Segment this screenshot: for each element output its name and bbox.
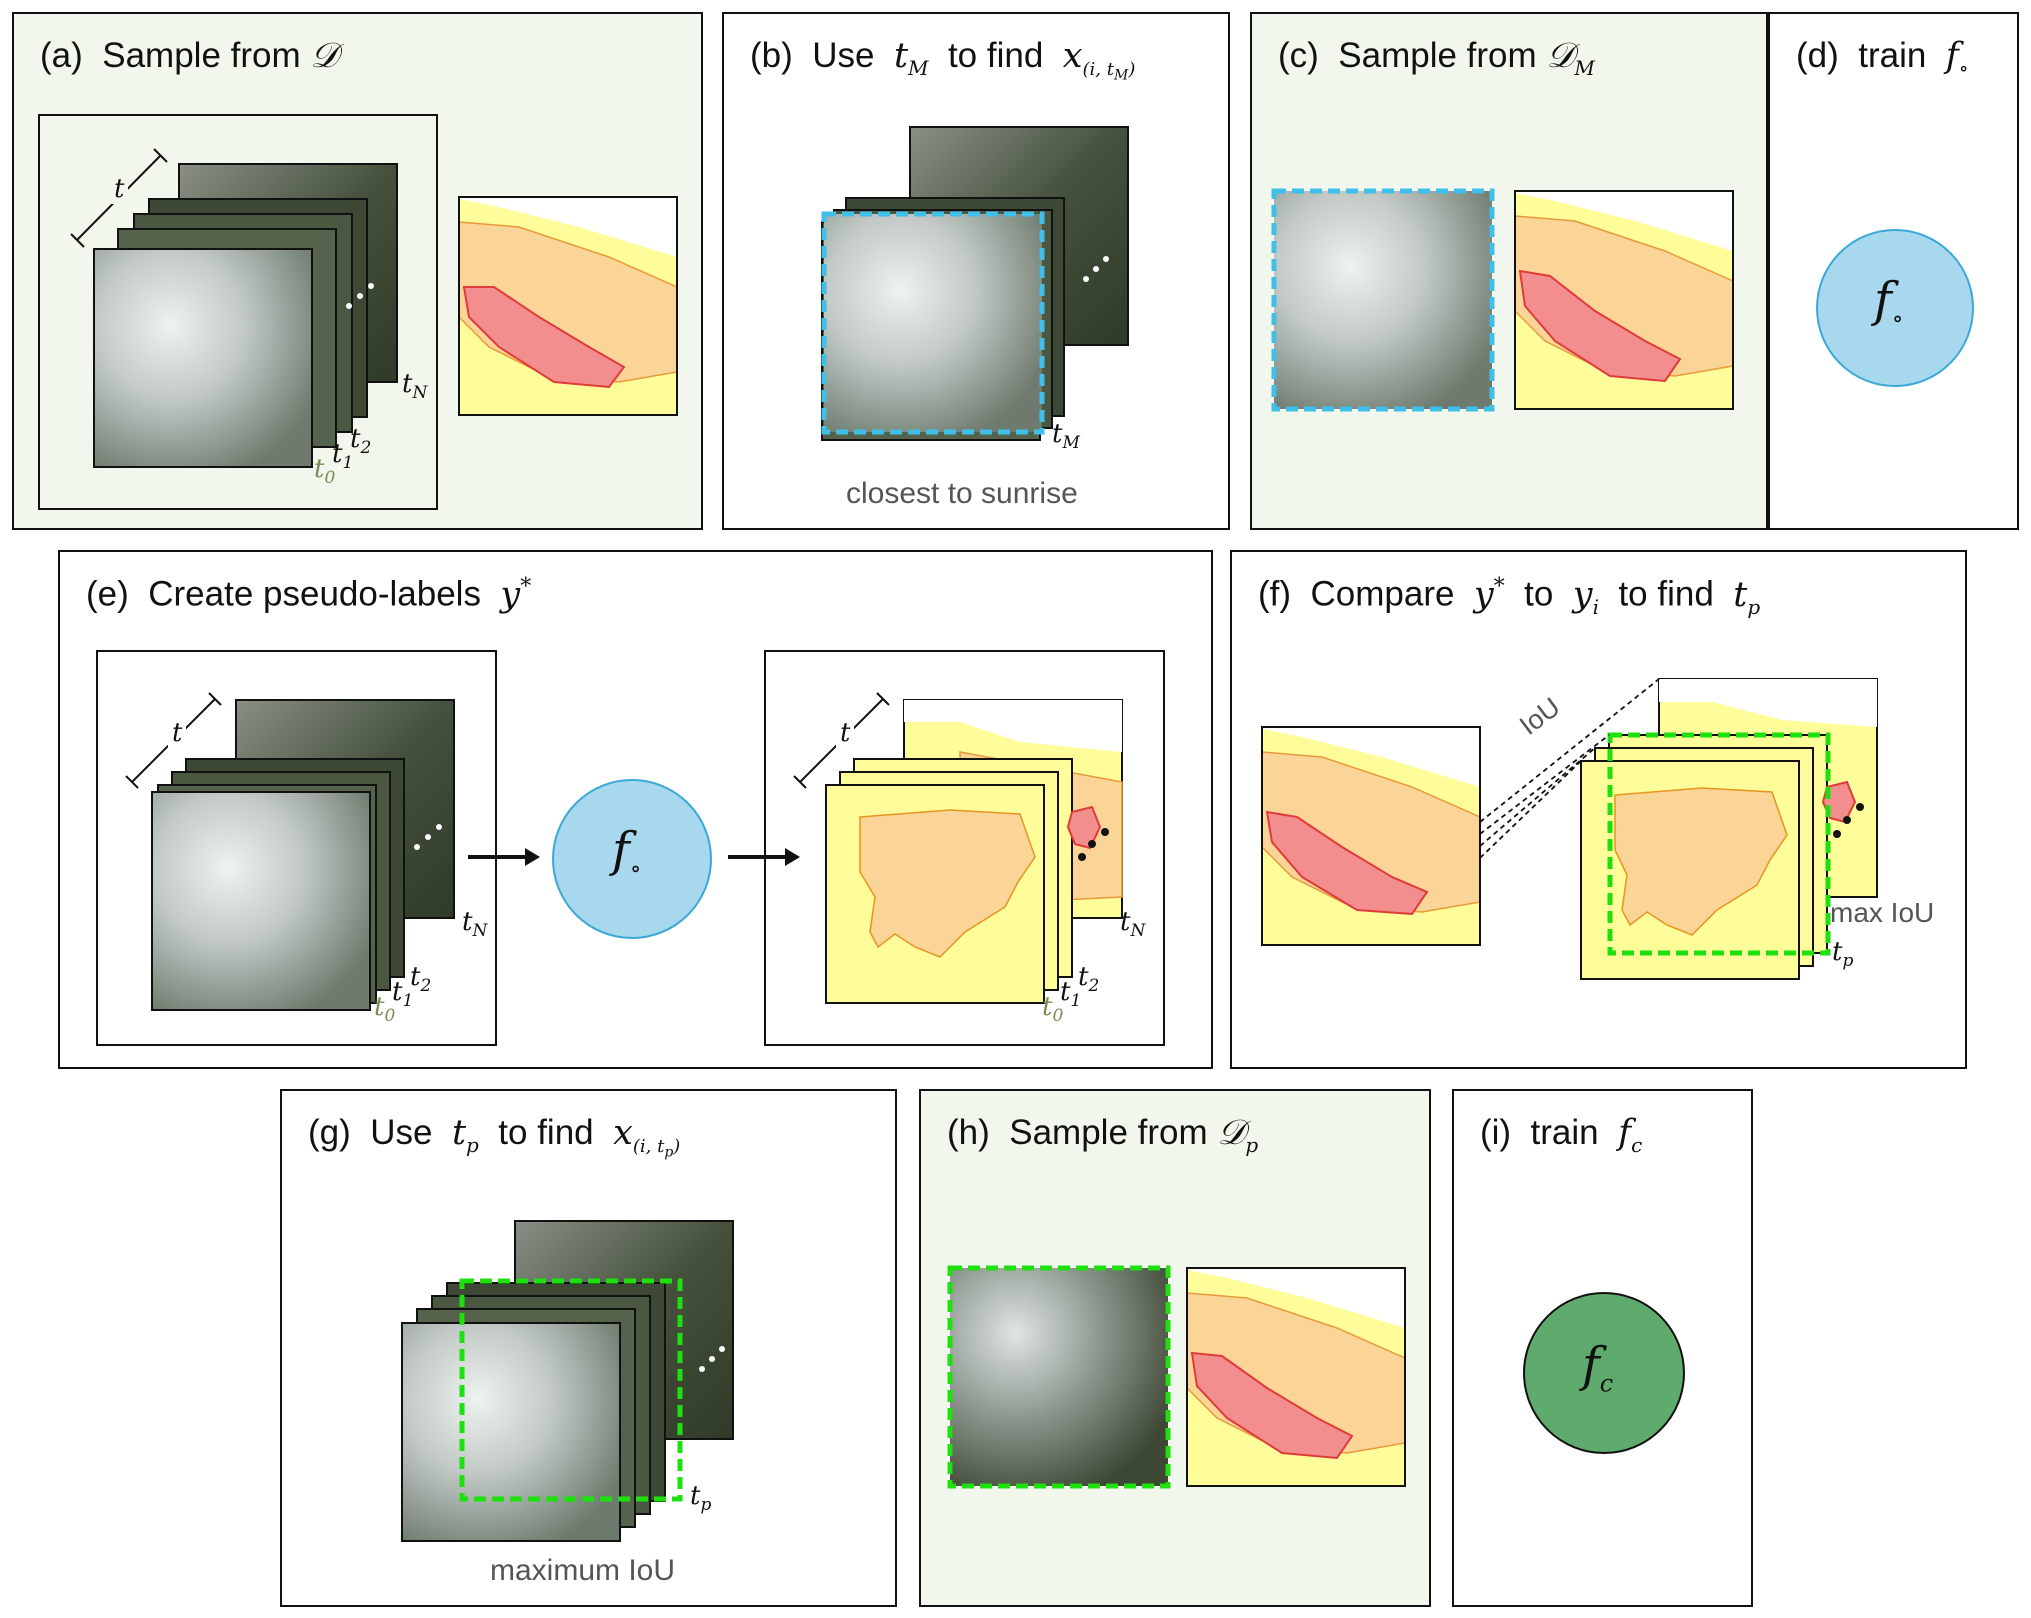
panel-i: (i) train fc fc bbox=[1452, 1089, 1753, 1607]
model-circle-f-c bbox=[1523, 1292, 1685, 1454]
max-iou-label: max IoU bbox=[1830, 897, 1935, 928]
image-stack-box bbox=[38, 114, 438, 510]
panel-g-title: (g) Use tp to find x(i, tp) bbox=[308, 1113, 681, 1161]
t1-label: t1 bbox=[392, 977, 414, 1012]
t-label: t bbox=[168, 718, 187, 748]
image-stack bbox=[70, 148, 398, 468]
t1-label: t1 bbox=[332, 439, 354, 474]
panel-c-title: (c) Sample from 𝒟M bbox=[1278, 36, 1595, 80]
caption: closest to sunrise bbox=[846, 477, 1078, 510]
circle-label: f∘ bbox=[1874, 272, 1904, 333]
t-label: t bbox=[110, 174, 129, 204]
tp-label: tp bbox=[1832, 937, 1854, 972]
circle-label: f∘ bbox=[612, 822, 642, 883]
caption: maximum IoU bbox=[490, 1554, 676, 1587]
panel-g: (g) Use tp to find x(i, tp) tp maximum I… bbox=[280, 1089, 897, 1607]
model-circle-f-o bbox=[1816, 229, 1974, 387]
sample-image bbox=[1271, 188, 1495, 412]
sample-image bbox=[947, 1265, 1171, 1489]
title-text: Sample from bbox=[102, 36, 301, 75]
t2-label: t2 bbox=[410, 962, 432, 997]
t-label-2: t bbox=[836, 718, 855, 748]
panel-c: (c) Sample from 𝒟M bbox=[1250, 12, 1768, 530]
dataset-symbol: 𝒟 bbox=[310, 36, 339, 76]
pseudo-label-stack-box bbox=[764, 650, 1165, 1046]
t0-label-2: t0 bbox=[1042, 992, 1064, 1027]
panel-i-title: (i) train fc bbox=[1480, 1113, 1643, 1157]
t0-label: t0 bbox=[374, 992, 396, 1027]
panel-f: (f) Compare y* to yi to find tp IoU max … bbox=[1230, 550, 1967, 1069]
t2-label: t2 bbox=[350, 424, 372, 459]
pseudo-label-stack bbox=[793, 692, 1123, 1004]
panel-a-title: (a) Sample from 𝒟 bbox=[40, 36, 338, 76]
tp-label: tp bbox=[690, 1481, 712, 1516]
tN-label-2: tN bbox=[1120, 907, 1146, 942]
tN-label: tN bbox=[402, 369, 428, 404]
label-mask bbox=[1514, 190, 1734, 410]
image-stack bbox=[821, 126, 1129, 441]
circle-label: fc bbox=[1582, 1337, 1614, 1398]
tN-label: tN bbox=[462, 907, 488, 942]
label-mask bbox=[458, 196, 678, 416]
panel-e-title: (e) Create pseudo-labels y* bbox=[86, 574, 532, 615]
t0-label: t0 bbox=[314, 454, 336, 489]
panel-h: (h) Sample from 𝒟p bbox=[919, 1089, 1431, 1607]
panel-a: (a) Sample from 𝒟 t t0 t1 t2 tN bbox=[12, 12, 703, 530]
panel-f-title: (f) Compare y* to yi to find tp bbox=[1258, 574, 1761, 619]
input-stack-box bbox=[96, 650, 497, 1046]
label-mask bbox=[1186, 1267, 1406, 1487]
panel-letter: (a) bbox=[40, 36, 83, 75]
panel-h-title: (h) Sample from 𝒟p bbox=[947, 1113, 1259, 1157]
panel-d-title: (d) train f∘ bbox=[1796, 36, 1969, 80]
image-stack bbox=[401, 1220, 734, 1542]
panel-b-title: (b) Use tM to find x(i, tM) bbox=[750, 36, 1136, 84]
panel-e: (e) Create pseudo-labels y* t t0 t1 t2 t… bbox=[58, 550, 1213, 1069]
tM-label: tM bbox=[1052, 419, 1080, 454]
model-circle-f-o bbox=[552, 779, 712, 939]
compare-graphic bbox=[1261, 678, 1878, 980]
panel-b: (b) Use tM to find x(i, tM) tM closest t… bbox=[722, 12, 1230, 530]
t2-label-2: t2 bbox=[1078, 962, 1100, 997]
input-stack bbox=[125, 692, 800, 1011]
t1-label-2: t1 bbox=[1060, 977, 1082, 1012]
panel-d: (d) train f∘ f∘ bbox=[1768, 12, 2019, 530]
